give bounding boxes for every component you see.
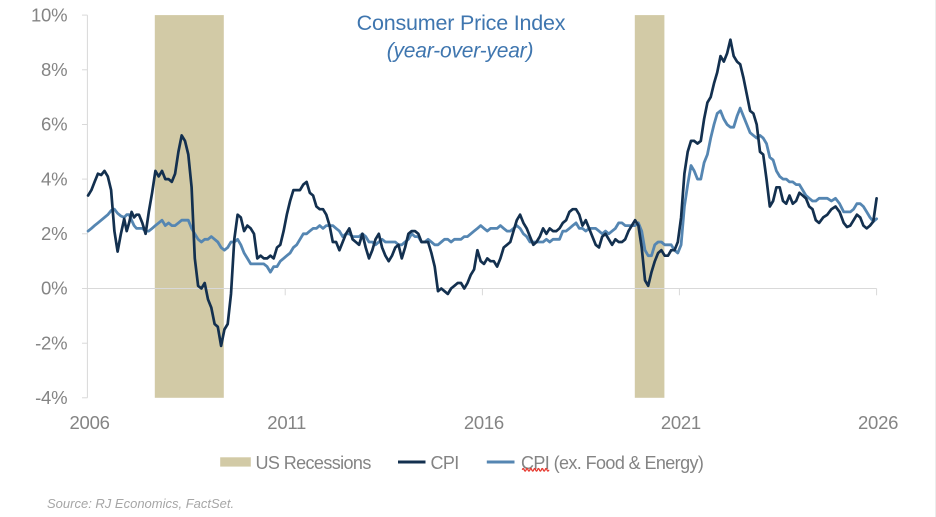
svg-text:-4%: -4% bbox=[35, 387, 67, 408]
svg-text:(year-over-year): (year-over-year) bbox=[387, 40, 534, 63]
svg-text:-2%: -2% bbox=[35, 332, 67, 353]
svg-text:10%: 10% bbox=[31, 4, 67, 25]
svg-text:2%: 2% bbox=[41, 223, 67, 244]
svg-text:2016: 2016 bbox=[464, 412, 504, 433]
svg-text:2026: 2026 bbox=[858, 412, 898, 433]
svg-text:8%: 8% bbox=[41, 59, 67, 80]
svg-text:0%: 0% bbox=[41, 278, 67, 299]
svg-text:CPI (ex. Food & Energy): CPI (ex. Food & Energy) bbox=[521, 453, 703, 473]
svg-text:CPI: CPI bbox=[431, 453, 459, 473]
svg-text:4%: 4% bbox=[41, 168, 67, 189]
svg-text:Consumer Price Index: Consumer Price Index bbox=[357, 11, 566, 35]
svg-text:Source: RJ Economics, FactSet.: Source: RJ Economics, FactSet. bbox=[47, 496, 234, 511]
svg-text:2011: 2011 bbox=[267, 412, 306, 433]
svg-text:6%: 6% bbox=[41, 114, 67, 135]
svg-text:2021: 2021 bbox=[661, 412, 701, 433]
svg-text:2006: 2006 bbox=[70, 412, 110, 433]
svg-text:US Recessions: US Recessions bbox=[256, 453, 372, 473]
